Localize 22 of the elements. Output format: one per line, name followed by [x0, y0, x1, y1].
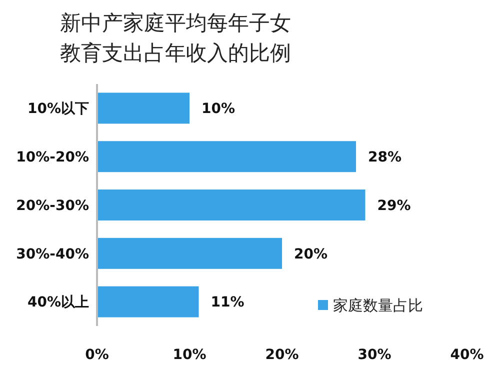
- bar: [97, 238, 282, 269]
- bar: [97, 286, 199, 318]
- chart-title: 新中产家庭平均每年子女教育支出占年收入的比例: [60, 11, 291, 65]
- y-tick-label: 10%以下: [27, 101, 89, 118]
- text: 11%: [210, 294, 244, 311]
- y-tick-label: 40%以上: [27, 294, 89, 311]
- bar: [97, 141, 356, 172]
- x-tick-label: 30%: [358, 346, 392, 363]
- text: 20%: [294, 246, 328, 262]
- text: 29%: [377, 198, 411, 214]
- text: 10%: [202, 101, 236, 118]
- text: 28%: [368, 150, 402, 166]
- x-tick-label: 40%: [450, 346, 484, 363]
- x-tick-label: 0%: [85, 346, 109, 363]
- x-tick-label: 10%: [172, 346, 206, 363]
- x-tick-label: 20%: [265, 346, 299, 363]
- y-tick-label: 20%-30%: [16, 198, 89, 214]
- legend-label: 家庭数量占比: [333, 296, 423, 314]
- y-tick-label: 30%-40%: [16, 246, 89, 262]
- bar: [97, 92, 190, 124]
- bar: [97, 190, 366, 220]
- y-tick-label: 10%-20%: [16, 150, 89, 166]
